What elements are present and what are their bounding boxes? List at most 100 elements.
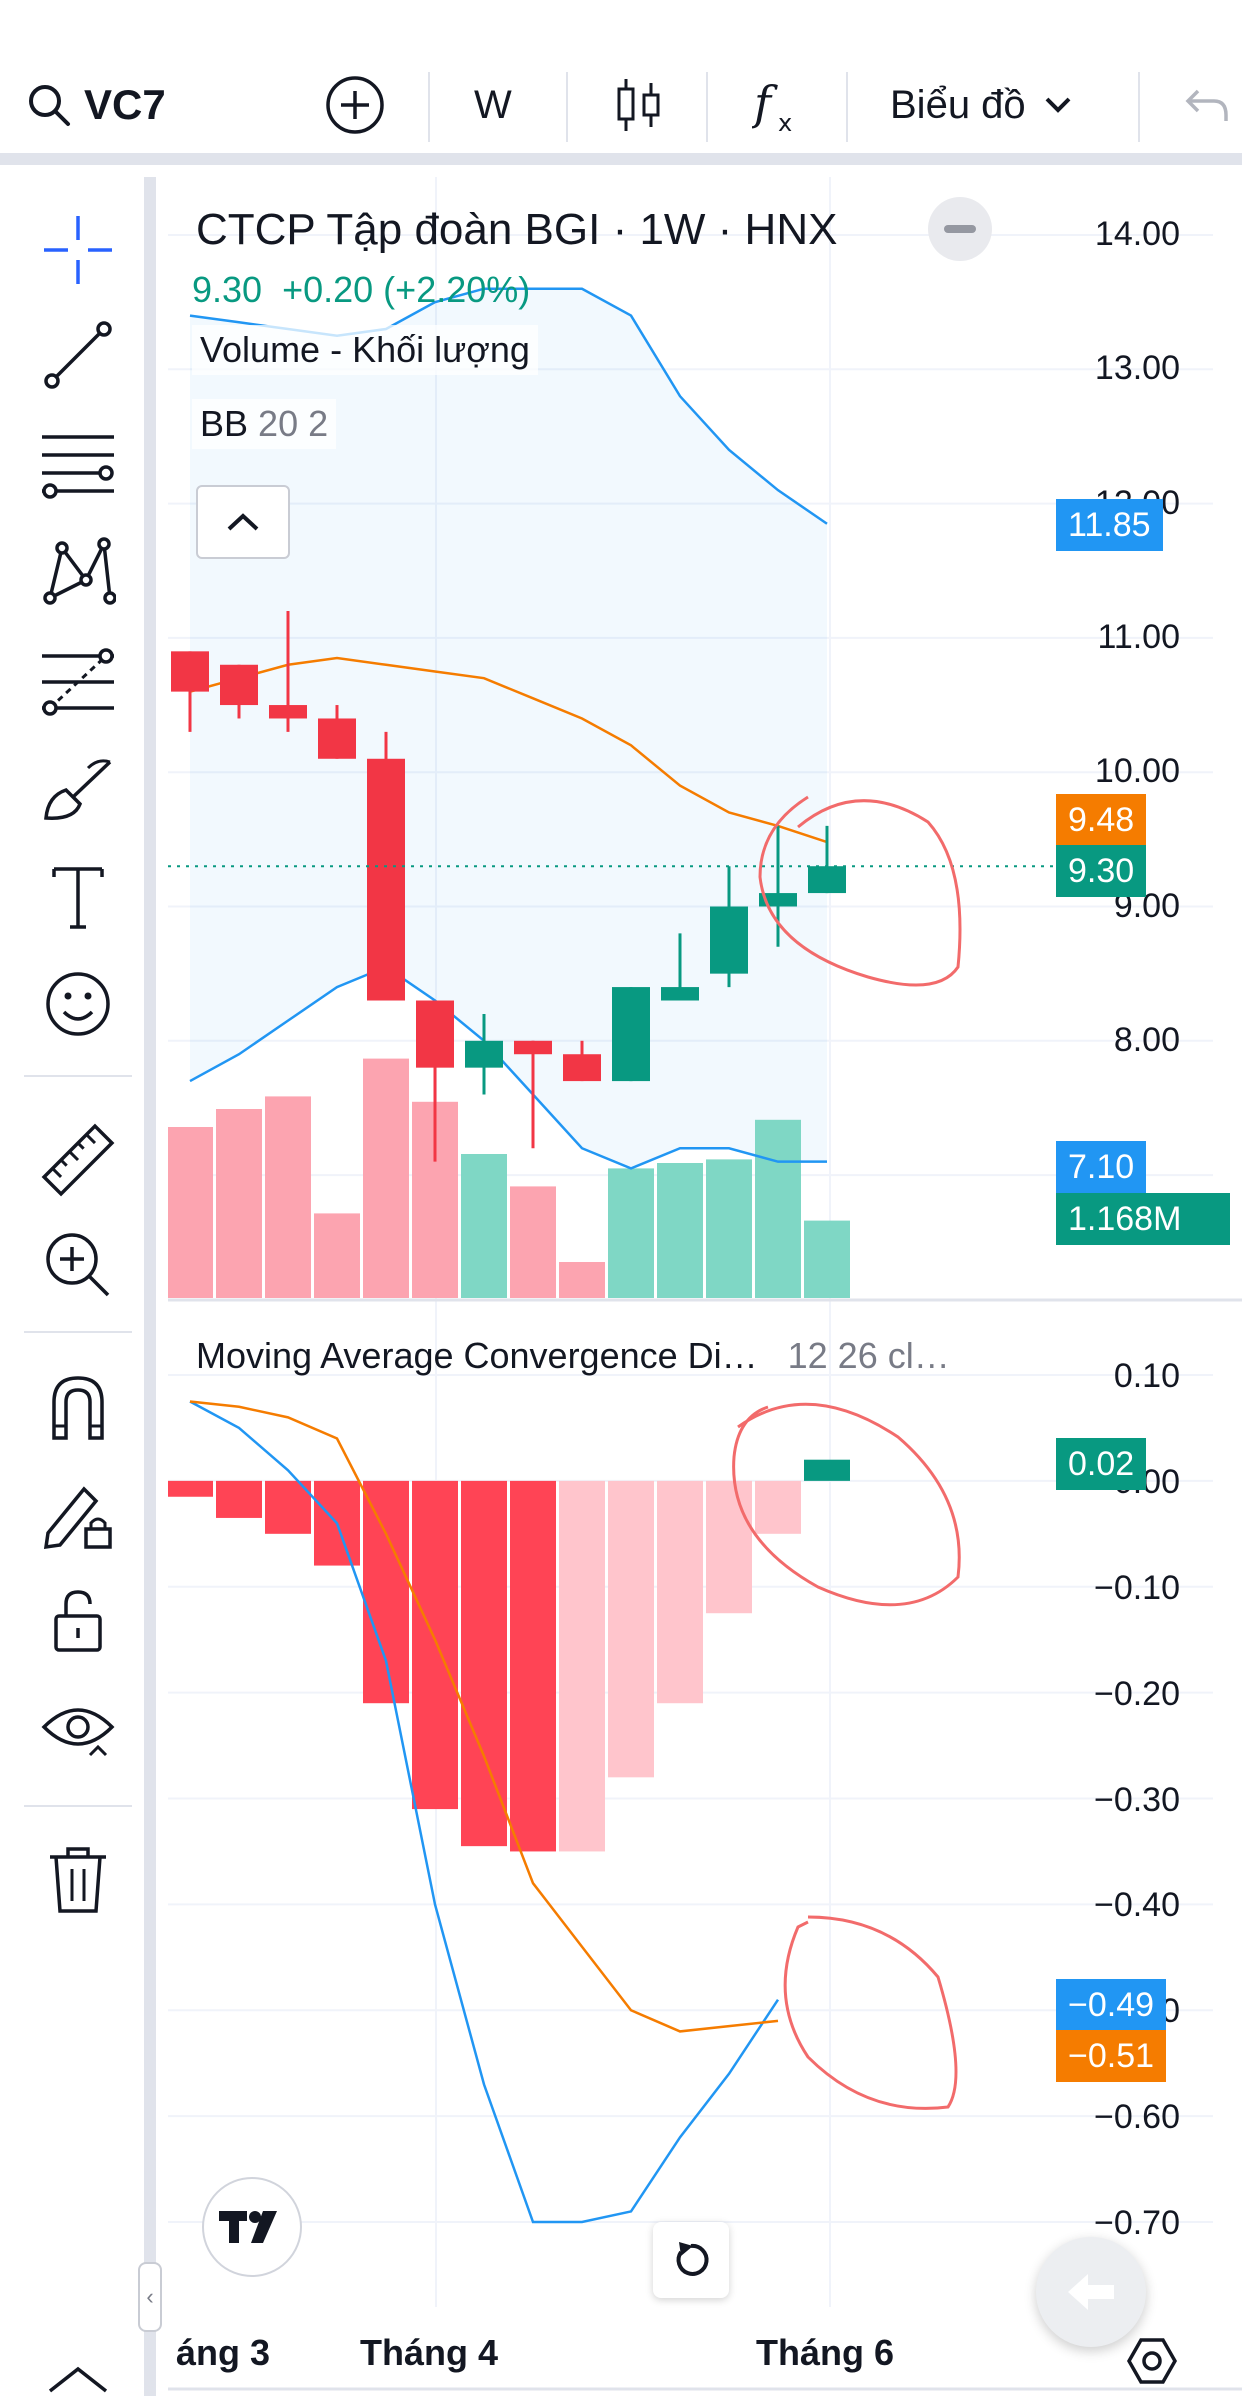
trend-line-icon (44, 321, 112, 389)
volume-tag: 1.168M (1056, 1193, 1230, 1245)
horizontal-lines-tool[interactable] (30, 417, 126, 513)
lock-drawing-icon (43, 1486, 112, 1550)
zoom-in-tool[interactable] (30, 1217, 126, 1313)
scroll-to-realtime-button[interactable] (1036, 2237, 1146, 2347)
volume-bar (559, 1262, 605, 1298)
pattern-tool[interactable] (30, 524, 126, 620)
text-tool[interactable] (30, 849, 126, 945)
candle-body (318, 718, 356, 759)
remove-drawings-tool[interactable] (30, 1831, 126, 1927)
interval-button[interactable]: W (474, 82, 512, 127)
symbol-label: VC7 (84, 81, 166, 128)
volume-bar (608, 1168, 654, 1298)
bb-upper-tag: 11.85 (1056, 499, 1163, 551)
macd-histogram-bar (608, 1480, 654, 1778)
candle-body (514, 1040, 552, 1055)
search-icon (29, 85, 70, 126)
macd-line-tag: −0.49 (1056, 1979, 1167, 2031)
candles-icon (617, 79, 660, 131)
drawing-toolbar (0, 177, 156, 2396)
price-axis-label: 10.00 (1094, 752, 1180, 790)
macd-signal-line (189, 1400, 779, 2033)
crosshair-tool[interactable] (30, 202, 126, 298)
legend-minimize-button[interactable] (928, 197, 992, 261)
legend-macd-params: 12 26 cl… (787, 1335, 950, 1376)
fib-tool[interactable] (30, 634, 126, 730)
chart-type-button[interactable] (614, 70, 664, 140)
symbol-search[interactable]: VC7 (26, 70, 166, 140)
price-axis-label: 14.00 (1094, 215, 1180, 253)
legend-collapse-button[interactable] (196, 485, 290, 559)
more-tools[interactable] (30, 2327, 126, 2396)
macd-histogram-bar (706, 1480, 752, 1614)
legend-macd[interactable]: Moving Average Convergence Di… 12 26 cl… (196, 1335, 950, 1377)
horizontal-lines-icon (42, 435, 114, 499)
legend-volume[interactable]: Volume - Khối lượng (192, 325, 538, 375)
undo-icon (1185, 89, 1228, 121)
macd-line (189, 1400, 780, 2224)
candle-body (612, 987, 650, 1082)
bb-lower-tag: 7.10 (1056, 1141, 1147, 1193)
magnet-tool[interactable] (30, 1358, 126, 1454)
chart-canvas[interactable] (168, 177, 1242, 2396)
legend-title[interactable]: CTCP Tập đoàn BGI · 1W · HNX (196, 205, 838, 254)
chart-menu-button[interactable]: Biểu đồ (890, 70, 1072, 140)
hide-drawings-tool[interactable] (30, 1679, 126, 1775)
minus-icon (944, 225, 976, 233)
chevron-up-icon (48, 2366, 108, 2393)
chart-area[interactable]: 14.00 13.00 12.00 11.00 10.00 9.00 8.00 … (168, 177, 1242, 2396)
candle-body (808, 866, 846, 894)
macd-hist-tag: 0.02 (1056, 1438, 1147, 1490)
macd-histogram-bar (559, 1480, 605, 1852)
toolbar-collapse-handle[interactable]: ‹ (138, 2262, 162, 2332)
unlock-icon (54, 1590, 102, 1652)
macd-axis-label: −0.20 (1093, 1675, 1180, 1713)
candle-body (367, 758, 405, 1001)
volume-bar (168, 1127, 213, 1298)
add-circle-icon (326, 76, 384, 134)
volume-bar (804, 1220, 850, 1298)
candle-body (465, 1040, 503, 1068)
macd-histogram-bar (168, 1480, 213, 1497)
annotation-circle (758, 795, 962, 987)
gear-icon (1127, 2338, 1177, 2384)
brush-tool[interactable] (30, 742, 126, 838)
macd-histogram-bar (363, 1480, 409, 1704)
macd-histogram-bar (755, 1480, 801, 1534)
lock-all-tool[interactable] (30, 1572, 126, 1668)
reset-icon (676, 2242, 709, 2276)
macd-axis-label: 0.10 (1113, 1357, 1180, 1395)
trend-line-tool[interactable] (30, 307, 126, 403)
measure-tool[interactable] (30, 1112, 126, 1208)
lock-drawings-tool[interactable] (30, 1465, 126, 1561)
legend-bb-params: 20 2 (258, 403, 329, 444)
brush-icon (44, 759, 112, 820)
volume-bar (755, 1119, 801, 1298)
candle-body (269, 705, 307, 719)
legend-change: +0.20 (+2.20%) (282, 269, 531, 310)
macd-axis-label: −0.60 (1093, 2098, 1180, 2136)
settings-button[interactable] (1120, 2329, 1184, 2393)
price-axis-label: 13.00 (1094, 349, 1180, 387)
tradingview-logo[interactable] (202, 2177, 302, 2277)
macd-histogram-bar (657, 1480, 703, 1704)
legend-price: 9.30 +0.20 (+2.20%) (192, 269, 530, 311)
undo-button[interactable] (1184, 70, 1230, 140)
bb-basis-tag: 9.48 (1056, 794, 1147, 846)
candle-body (171, 651, 209, 692)
volume-bar (314, 1213, 360, 1298)
macd-axis-label: −0.10 (1093, 1569, 1180, 1607)
compare-button[interactable] (324, 70, 386, 140)
volume-bar (657, 1163, 703, 1298)
legend-bollinger[interactable]: BB 20 2 (192, 399, 337, 449)
macd-axis-label: −0.40 (1093, 1886, 1180, 1924)
price-axis-label: 8.00 (1113, 1021, 1180, 1059)
emoji-tool[interactable] (30, 956, 126, 1052)
reset-chart-button[interactable] (653, 2222, 729, 2298)
macd-histogram-bar (510, 1480, 556, 1852)
eye-icon (41, 1708, 115, 1757)
volume-bar (216, 1109, 262, 1298)
pattern-icon (43, 537, 116, 605)
